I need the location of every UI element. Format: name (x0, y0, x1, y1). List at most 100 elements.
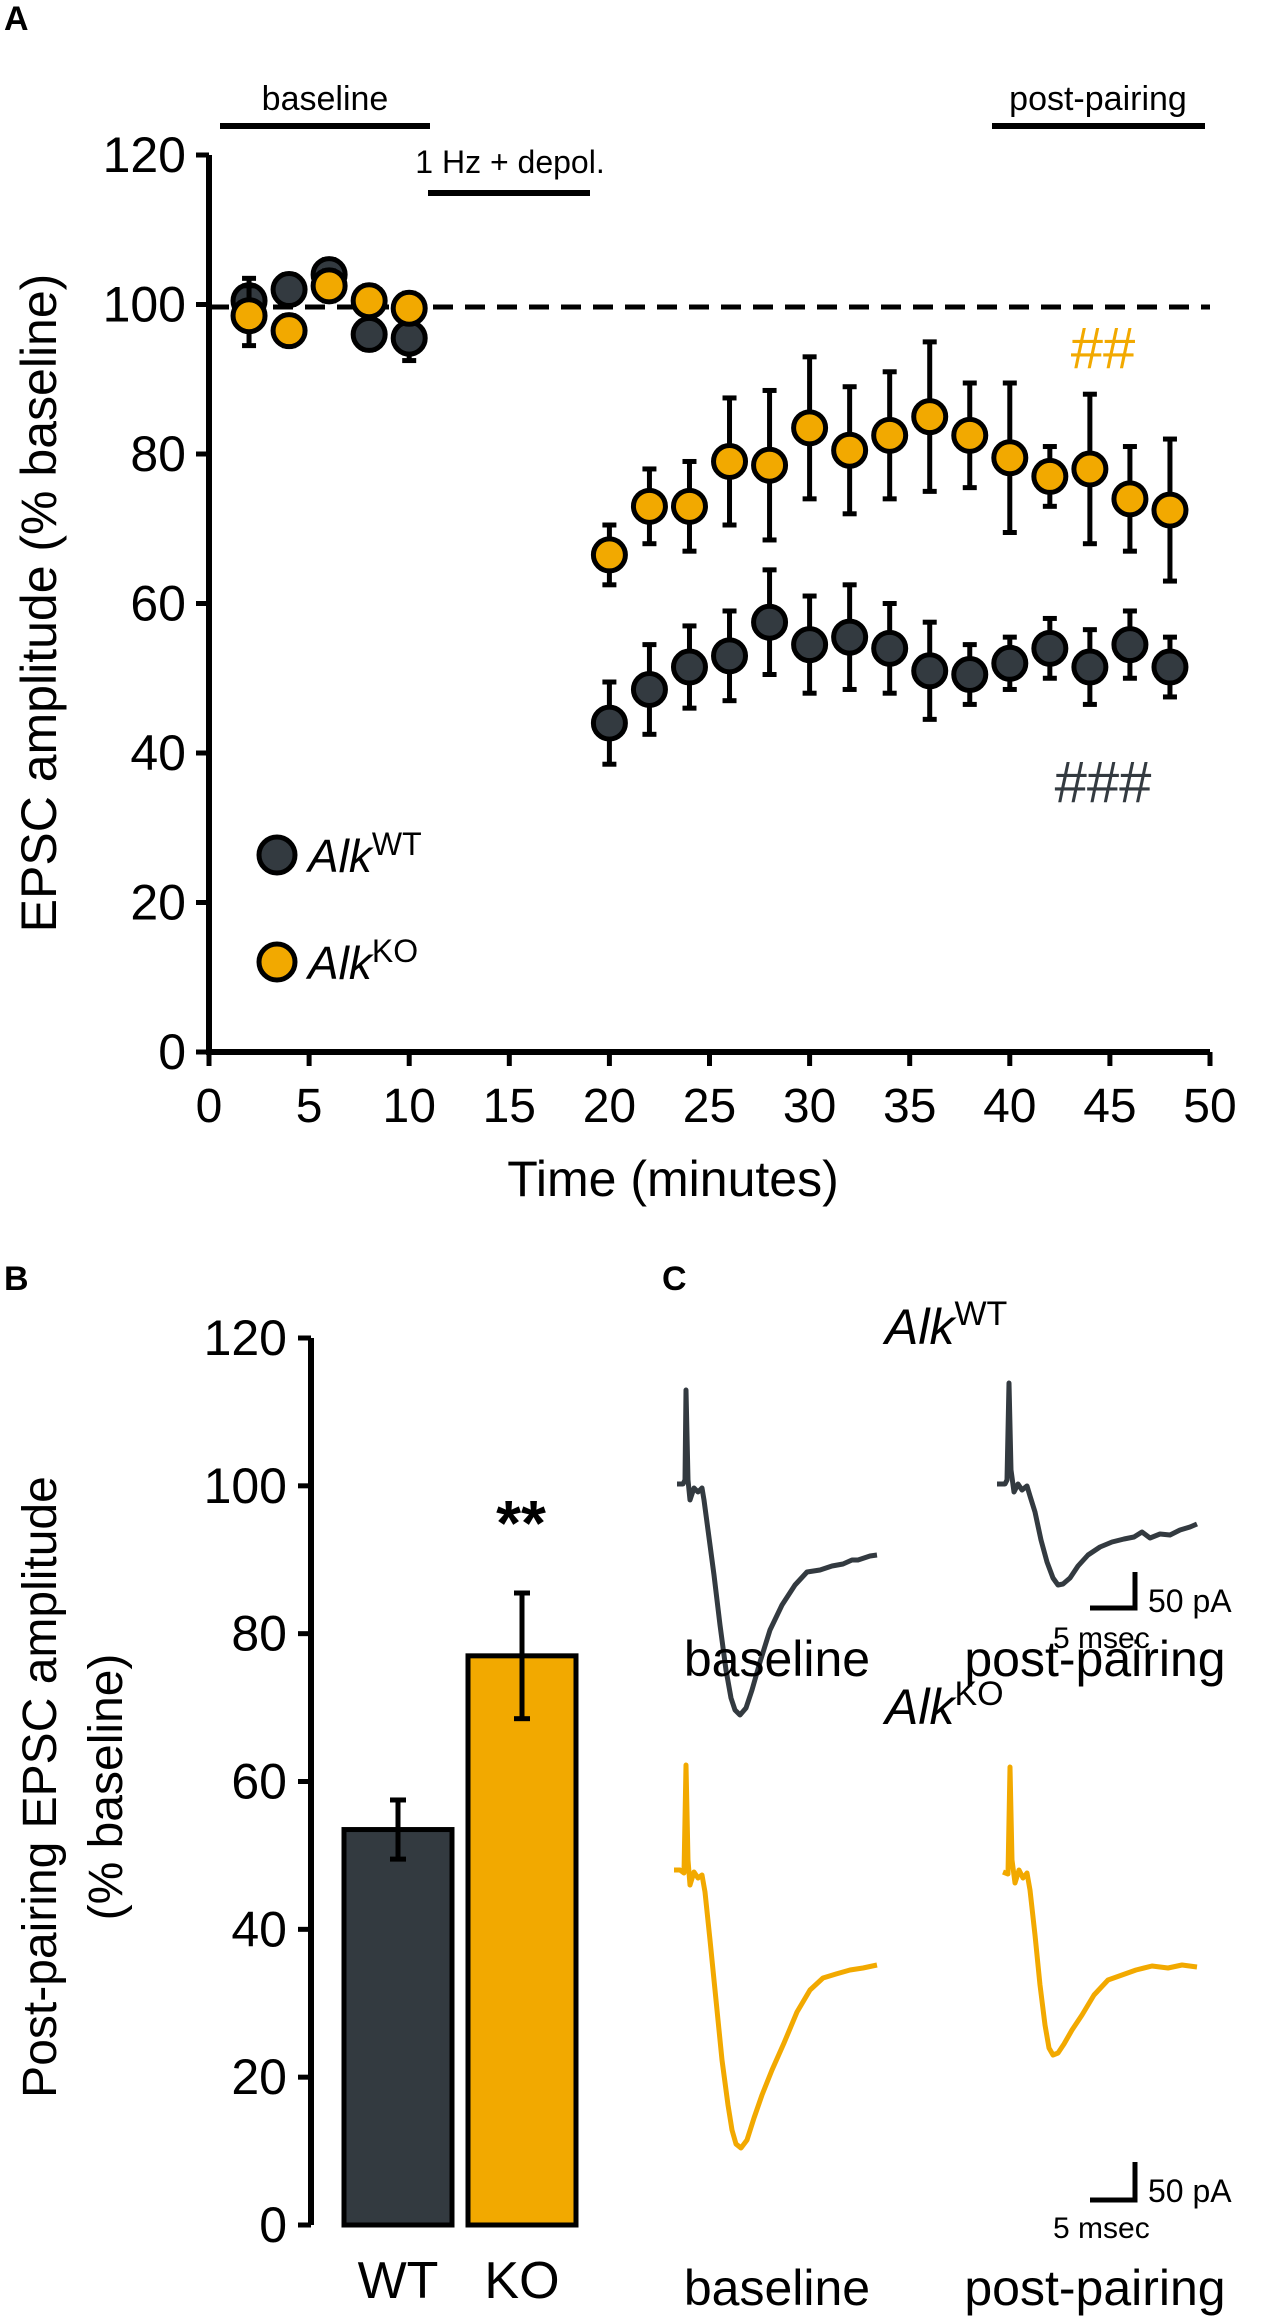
b-significance-marker: ** (496, 1487, 546, 1559)
b-y-tick-label: 80 (231, 1606, 287, 1662)
a-x-tick-label: 40 (983, 1080, 1036, 1133)
legend-label-wt: AlkWT (305, 826, 422, 882)
wt-condition-label-baseline: baseline (684, 1631, 870, 1687)
wt-data-point (270, 271, 308, 309)
series-alk-ko (230, 267, 1189, 588)
legend-marker-wt (256, 834, 298, 876)
wt-data-point (670, 648, 708, 686)
ko-baseline-trace (674, 1762, 878, 2151)
wt-data-point (951, 656, 989, 694)
trace-group-title-wt: AlkWT (882, 1295, 1007, 1355)
wt-data-point (590, 704, 628, 742)
a-y-tick-label: 20 (130, 875, 186, 931)
wt-data-point (1111, 626, 1149, 664)
ko-data-point (270, 312, 308, 350)
pairing-period-label: 1 Hz + depol. (415, 144, 604, 180)
b-y-axis-title-line2: (% baseline) (80, 1654, 133, 1921)
ko-data-point (911, 398, 949, 436)
panel-a-label: A (4, 0, 29, 38)
ko-data-point (1071, 450, 1109, 488)
ko-significance-marker: ## (1071, 316, 1136, 381)
b-y-tick-label: 20 (231, 2049, 287, 2105)
wt-data-point (791, 626, 829, 664)
panel-b-label: B (4, 1260, 29, 1298)
wt-scale-current-label: 50 pA (1148, 1583, 1232, 1619)
panel-a-chart: baseline 1 Hz + depol. post-pairing 0 20 4… (11, 80, 1237, 1207)
b-y-tick-label: 60 (231, 1754, 287, 1810)
panel-b-chart: 0 20 40 60 80 100 120 WT KO Post-pairing EPSC a… (14, 1310, 579, 2310)
bar-wt (341, 1827, 455, 2228)
a-x-tick-label: 5 (296, 1080, 323, 1133)
b-y-ticks: 0 20 40 60 80 100 120 (204, 1310, 311, 2253)
panel-c-label: C (662, 1260, 687, 1298)
a-y-tick-label: 100 (103, 277, 186, 333)
ko-data-point (630, 487, 668, 525)
wt-data-point (630, 670, 668, 708)
ko-condition-label-baseline: baseline (684, 2260, 870, 2316)
a-x-tick-label: 10 (383, 1080, 436, 1133)
wt-data-point (1151, 648, 1189, 686)
a-x-axis-title: Time (minutes) (507, 1151, 839, 1207)
a-y-tick-label: 80 (130, 426, 186, 482)
wt-baseline-trace (677, 1387, 878, 1718)
a-y-ticks: 0 20 40 60 80 100 120 (103, 127, 209, 1080)
wt-scale-bar-lines (1090, 1572, 1138, 1611)
legend-label-ko: AlkKO (305, 933, 418, 989)
a-x-tick-label: 30 (783, 1080, 836, 1133)
a-y-tick-label: 120 (103, 127, 186, 183)
b-y-tick-label: 40 (231, 1901, 287, 1957)
b-y-tick-label: 120 (204, 1310, 287, 1366)
wt-data-point (991, 644, 1029, 682)
ko-data-point (951, 416, 989, 454)
ko-data-point (230, 297, 268, 335)
ko-data-point (670, 487, 708, 525)
ko-data-point (590, 536, 628, 574)
a-x-tick-label: 15 (483, 1080, 536, 1133)
a-x-tick-label: 35 (883, 1080, 936, 1133)
ko-scale-bar-lines (1090, 2162, 1138, 2203)
ko-data-point (831, 431, 869, 469)
a-legend: AlkWT AlkKO (256, 826, 422, 989)
wt-data-point (1031, 629, 1069, 667)
wt-data-point (1071, 648, 1109, 686)
bar-ko (465, 1653, 579, 2228)
wt-data-point (871, 629, 909, 667)
ko-data-point (390, 289, 428, 327)
ko-data-point (350, 282, 388, 320)
bar-category-label-ko: KO (484, 2252, 559, 2310)
a-y-tick-label: 40 (130, 725, 186, 781)
b-y-tick-label: 0 (259, 2197, 287, 2253)
wt-scale-time-label: 5 msec (1053, 1622, 1150, 1655)
ko-condition-label-post-pairing: post-pairing (964, 2260, 1225, 2316)
a-x-tick-label: 50 (1183, 1080, 1236, 1133)
ko-data-point (791, 409, 829, 447)
bar-category-label-wt: WT (358, 2252, 439, 2310)
post-pairing-period-label: post-pairing (1009, 80, 1187, 118)
wt-significance-marker: ### (1055, 750, 1152, 815)
a-x-tick-label: 45 (1083, 1080, 1136, 1133)
ko-scale-time-label: 5 msec (1053, 2212, 1150, 2245)
trace-group-title-ko: AlkKO (882, 1675, 1004, 1735)
ko-data-point (310, 267, 348, 305)
wt-data-point (350, 315, 388, 353)
series-alk-wt (230, 256, 1189, 767)
b-bars: WT KO (341, 1590, 579, 2310)
ko-scale-bar: 50 pA 5 msec (1053, 2162, 1232, 2245)
ko-data-point (1111, 480, 1149, 518)
ko-post-pairing-trace (1002, 1764, 1198, 2058)
wt-condition-label-post-pairing: post-pairing (964, 1631, 1225, 1687)
ko-data-point (711, 442, 749, 480)
wt-data-point (711, 637, 749, 675)
wt-post-pairing-trace (997, 1380, 1198, 1588)
a-y-axis-title: EPSC amplitude (% baseline) (11, 274, 67, 933)
a-y-tick-label: 0 (158, 1024, 186, 1080)
a-y-tick-label: 60 (130, 576, 186, 632)
ko-data-point (1031, 457, 1069, 495)
wt-data-point (751, 603, 789, 641)
a-x-tick-label: 20 (583, 1080, 636, 1133)
b-y-axis-title-line1: Post-pairing EPSC amplitude (14, 1476, 67, 2098)
ko-data-point (1151, 491, 1189, 529)
ko-data-point (871, 416, 909, 454)
a-x-tick-label: 25 (683, 1080, 736, 1133)
